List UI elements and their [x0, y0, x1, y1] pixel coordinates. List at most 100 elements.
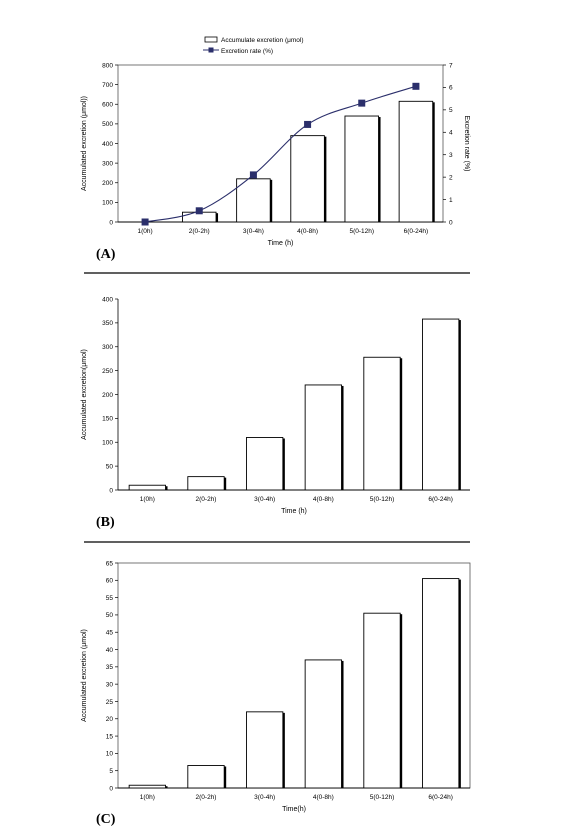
y2-axis-title: Excretion rate (%) — [463, 115, 470, 171]
bar — [236, 178, 271, 223]
data-point — [249, 171, 257, 179]
bar — [246, 437, 284, 491]
data-point — [412, 82, 420, 90]
y-tick-label: 250 — [102, 368, 113, 375]
x-tick-label: 4(0-8h) — [297, 228, 318, 235]
legend: Accumulate excretion (μmol) Excretion rat… — [203, 36, 304, 55]
plot-area — [117, 562, 471, 789]
x-tick-label: 1(0h) — [137, 228, 152, 235]
y-tick-label: 400 — [102, 141, 113, 148]
data-point — [304, 120, 312, 128]
plot-area — [117, 64, 444, 223]
y-tick-label: 800 — [102, 62, 113, 69]
y-axis-title: Accumulated excretion(μmol) — [81, 349, 88, 440]
bar — [128, 484, 166, 491]
y-tick-label: 50 — [106, 463, 114, 470]
x-axis-title: Time (h) — [281, 508, 307, 515]
panel-label: (A) — [96, 247, 116, 262]
y-tick-label: 200 — [102, 392, 113, 399]
y-tick-label: 40 — [106, 647, 114, 654]
y-tick-label: 20 — [106, 716, 114, 723]
y-tick-label: 45 — [106, 630, 114, 637]
y-tick-label: 35 — [106, 664, 114, 671]
bar — [187, 476, 225, 491]
y-tick-label: 30 — [106, 681, 114, 688]
y-tick-label: 15 — [106, 733, 114, 740]
legend-swatch-bar — [204, 36, 218, 43]
y-tick-label: 60 — [106, 578, 114, 585]
bar — [290, 135, 325, 223]
y-tick-label: 10 — [106, 751, 114, 758]
bar — [128, 784, 166, 789]
y-tick-label: 65 — [106, 560, 114, 567]
x-tick-label: 2(0-2h) — [189, 228, 210, 235]
y2-tick-label: 0 — [449, 219, 453, 226]
y-axis-title: Accumulated excretion (μmol) — [81, 629, 88, 722]
bar — [363, 356, 401, 491]
y-tick-label: 150 — [102, 416, 113, 423]
x-tick-label: 4(0-8h) — [313, 496, 334, 503]
y-tick-label: 200 — [102, 180, 113, 187]
panel-label: (C) — [96, 812, 116, 827]
chart-panel-1: 0 100 200 300 400 500 600 700 800 0 1 2 3 4 5 6 7 Excreti… — [81, 36, 470, 262]
y-tick-label: 55 — [106, 595, 114, 602]
x-tick-label: 3(0-4h) — [243, 228, 264, 235]
y-tick-label: 400 — [102, 296, 113, 303]
data-point — [141, 218, 149, 226]
x-tick-label: 4(0-8h) — [313, 794, 334, 801]
bar — [422, 318, 460, 491]
x-tick-label: 3(0-4h) — [254, 496, 275, 503]
y2-tick-label: 1 — [449, 197, 453, 204]
panel-label: (B) — [96, 515, 115, 530]
x-axis-title: Time(h) — [282, 806, 306, 813]
x-tick-label: 1(0h) — [140, 496, 155, 503]
y-tick-label: 300 — [102, 344, 113, 351]
y-tick-label: 700 — [102, 82, 113, 89]
x-tick-label: 2(0-2h) — [196, 496, 217, 503]
chart-panel-3: 0 5 10 15 20 25 30 35 40 45 50 55 60 65 Accumulated ex… — [81, 560, 471, 827]
legend-entry: Accumulate excretion (μmol) — [221, 37, 304, 44]
legend-entry: Excretion rate (%) — [221, 48, 273, 55]
x-tick-label: 2(0-2h) — [196, 794, 217, 801]
y-tick-label: 350 — [102, 320, 113, 327]
x-tick-label: 5(0-12h) — [370, 496, 395, 503]
bar — [344, 115, 379, 223]
y-tick-label: 0 — [109, 785, 113, 792]
bar — [246, 711, 284, 789]
bar — [304, 659, 342, 789]
x-axis-title: Time (h) — [268, 240, 294, 247]
y-tick-label: 25 — [106, 699, 114, 706]
data-point — [358, 99, 366, 107]
y-tick-label: 600 — [102, 102, 113, 109]
x-tick-label: 5(0-12h) — [370, 794, 395, 801]
bar — [363, 612, 401, 789]
y-tick-label: 50 — [106, 612, 114, 619]
x-tick-label: 6(0-24h) — [404, 228, 429, 235]
x-tick-label: 5(0-12h) — [349, 228, 374, 235]
y-tick-label: 500 — [102, 121, 113, 128]
y2-tick-label: 7 — [449, 62, 453, 69]
y2-tick-label: 3 — [449, 152, 453, 159]
legend-swatch-marker — [208, 47, 214, 53]
data-point — [195, 207, 203, 215]
y-tick-label: 0 — [109, 219, 113, 226]
y2-tick-label: 6 — [449, 85, 453, 92]
x-tick-label: 6(0-24h) — [428, 496, 453, 503]
y-tick-label: 100 — [102, 200, 113, 207]
chart-panel-2: 0 50 100 150 200 250 300 350 400 Accumulated excr… — [81, 296, 470, 530]
bar — [398, 100, 434, 223]
y-tick-label: 300 — [102, 160, 113, 167]
y2-tick-label: 2 — [449, 174, 453, 181]
x-tick-label: 3(0-4h) — [254, 794, 275, 801]
y-tick-label: 100 — [102, 440, 113, 447]
x-tick-label: 6(0-24h) — [428, 794, 453, 801]
bar — [304, 384, 342, 491]
y2-tick-label: 5 — [449, 107, 453, 114]
y-tick-label: 5 — [109, 768, 113, 775]
bar — [422, 578, 460, 789]
y-axis-title: Accumulated excretion (μmol)) — [81, 96, 88, 191]
y-tick-label: 0 — [109, 487, 113, 494]
x-tick-label: 1(0h) — [140, 794, 155, 801]
bar — [187, 765, 225, 789]
